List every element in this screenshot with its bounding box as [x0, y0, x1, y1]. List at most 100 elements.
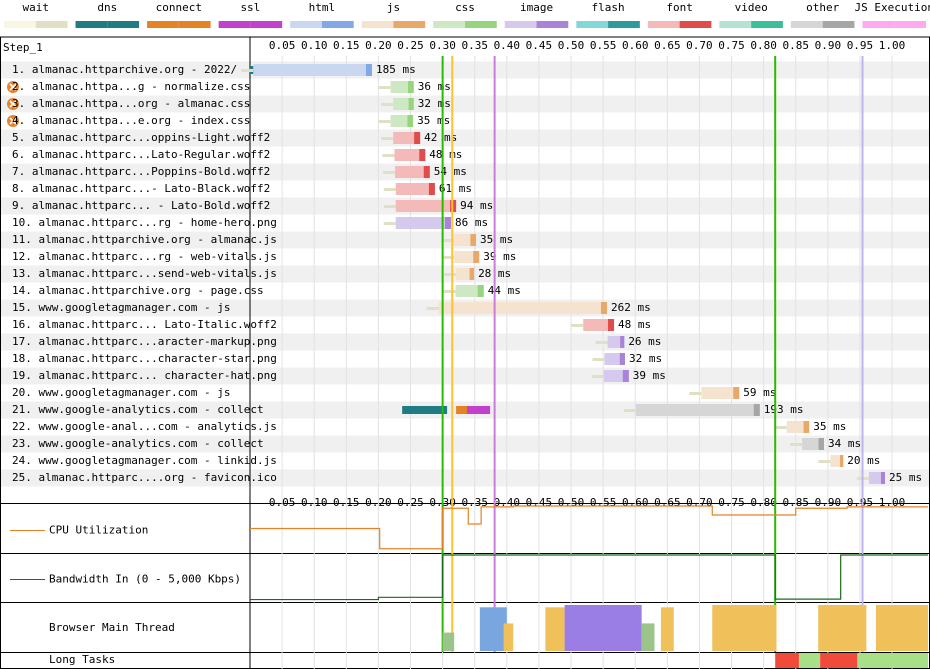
x-tick-label: 0.70	[686, 496, 713, 509]
long-task	[857, 653, 928, 668]
request-bar	[456, 268, 475, 280]
duration-label: 35 ms	[480, 233, 513, 246]
request-label: 10. almanac.httparc...rg - home-hero.png	[12, 216, 277, 229]
request-label: 22. www.google-anal...com - analytics.js	[12, 420, 277, 433]
duration-label: 262 ms	[611, 301, 651, 314]
request-bar	[393, 132, 421, 144]
legend-label: html	[309, 1, 336, 14]
legend-swatch	[250, 21, 283, 28]
request-bar-download	[803, 421, 810, 433]
request-label: 11. almanac.httparchive.org - almanac.js	[12, 233, 277, 246]
request-label: 13. almanac.httparc...send-web-vitals.js	[12, 267, 277, 280]
duration-label: 94 ms	[460, 199, 493, 212]
panel-line	[250, 505, 928, 550]
row-band	[0, 61, 930, 79]
duration-label: 26 ms	[628, 335, 661, 348]
wait-line	[383, 222, 396, 225]
duration-label: 54 ms	[434, 165, 467, 178]
duration-label: 32 ms	[418, 97, 451, 110]
request-bar-download	[620, 336, 625, 348]
wait-line	[383, 188, 396, 191]
main-thread-block	[442, 632, 455, 651]
request-label: 14. almanac.httparchive.org - page.css	[12, 284, 264, 297]
legend-swatch	[536, 21, 569, 28]
x-tick-label: 0.70	[686, 39, 713, 52]
wait-line	[571, 324, 584, 327]
request-bar-download	[414, 132, 421, 144]
main-thread-block	[818, 605, 867, 651]
x-tick-label: 0.85	[782, 39, 809, 52]
wait-line	[442, 256, 455, 259]
legend-swatch	[576, 21, 609, 28]
x-tick-label: 0.65	[654, 39, 681, 52]
request-label: 4. almanac.httpa...e.org - index.css	[12, 114, 250, 127]
legend-swatch	[147, 21, 179, 28]
x-tick-label: 0.95	[847, 39, 874, 52]
x-tick-label: 0.20	[365, 39, 392, 52]
request-bar	[701, 387, 740, 399]
request-bar	[454, 251, 480, 263]
request-bar-download	[477, 285, 484, 297]
main-thread-block	[564, 605, 642, 651]
request-label: 1. almanac.httparchive.org - 2022/	[12, 63, 237, 76]
x-tick-label: 0.50	[558, 39, 585, 52]
wait-line	[444, 273, 457, 276]
request-bar-download	[365, 64, 372, 76]
request-bar	[395, 217, 451, 229]
request-bar-download	[444, 217, 451, 229]
request-bar	[583, 319, 615, 331]
x-tick-label: 0.50	[558, 496, 585, 509]
x-tick-label: 0.95	[847, 496, 874, 509]
connection-dns	[402, 406, 448, 414]
request-label: 25. almanac.httparc....org - favicon.ico	[12, 471, 277, 484]
x-tick-label: 1.00	[879, 39, 906, 52]
main-thread-block	[875, 605, 928, 651]
x-tick-label: 0.20	[365, 496, 392, 509]
legend-swatch	[894, 21, 926, 28]
row-band	[0, 163, 930, 181]
request-bar-download	[407, 115, 414, 127]
duration-label: 86 ms	[455, 216, 488, 229]
wait-line	[591, 375, 604, 378]
row-band	[0, 469, 930, 487]
duration-label: 61 ms	[439, 182, 472, 195]
duration-label: 35 ms	[417, 114, 450, 127]
request-bar	[603, 370, 629, 382]
request-bar-download	[619, 353, 625, 365]
long-task	[775, 653, 799, 668]
legend-swatch	[790, 21, 823, 28]
panel-label: Bandwidth In (0 - 5,000 Kbps)	[49, 573, 241, 586]
legend-label: video	[735, 1, 768, 14]
x-tick-label: 0.15	[333, 39, 360, 52]
wait-line	[426, 307, 439, 310]
request-label: 5. almanac.httparc...oppins-Light.woff2	[12, 131, 270, 144]
x-tick-label: 0.25	[397, 39, 424, 52]
legend-swatch	[290, 21, 322, 28]
legend-label: js	[387, 1, 400, 14]
x-tick-label: 0.80	[750, 39, 777, 52]
panel-line	[250, 554, 928, 601]
wait-line	[790, 443, 803, 446]
legend-swatch	[361, 21, 394, 28]
request-label: 19. almanac.httparc... character-hat.png	[12, 369, 277, 382]
legend-swatch	[218, 21, 251, 28]
duration-label: 39 ms	[633, 369, 666, 382]
row-band	[0, 95, 930, 113]
duration-label: 20 ms	[847, 454, 880, 467]
duration-label: 25 ms	[889, 471, 922, 484]
x-tick-label: 0.35	[461, 496, 488, 509]
legend-label: dns	[97, 1, 117, 14]
connection-connect	[456, 406, 468, 414]
wait-line	[623, 409, 636, 412]
x-tick-label: 0.30	[429, 39, 456, 52]
x-tick-label: 0.45	[526, 39, 553, 52]
duration-label: 59 ms	[743, 386, 776, 399]
row-band	[0, 333, 930, 351]
legend-label: other	[806, 1, 839, 14]
legend-label: image	[520, 1, 553, 14]
x-tick-label: 0.55	[590, 496, 617, 509]
x-tick-label: 0.55	[590, 39, 617, 52]
request-label: 12. almanac.httparc...rg - web-vitals.js	[12, 250, 277, 263]
legend-swatch	[647, 21, 680, 28]
request-label: 8. almanac.httparc...- Lato-Black.woff2	[12, 182, 270, 195]
